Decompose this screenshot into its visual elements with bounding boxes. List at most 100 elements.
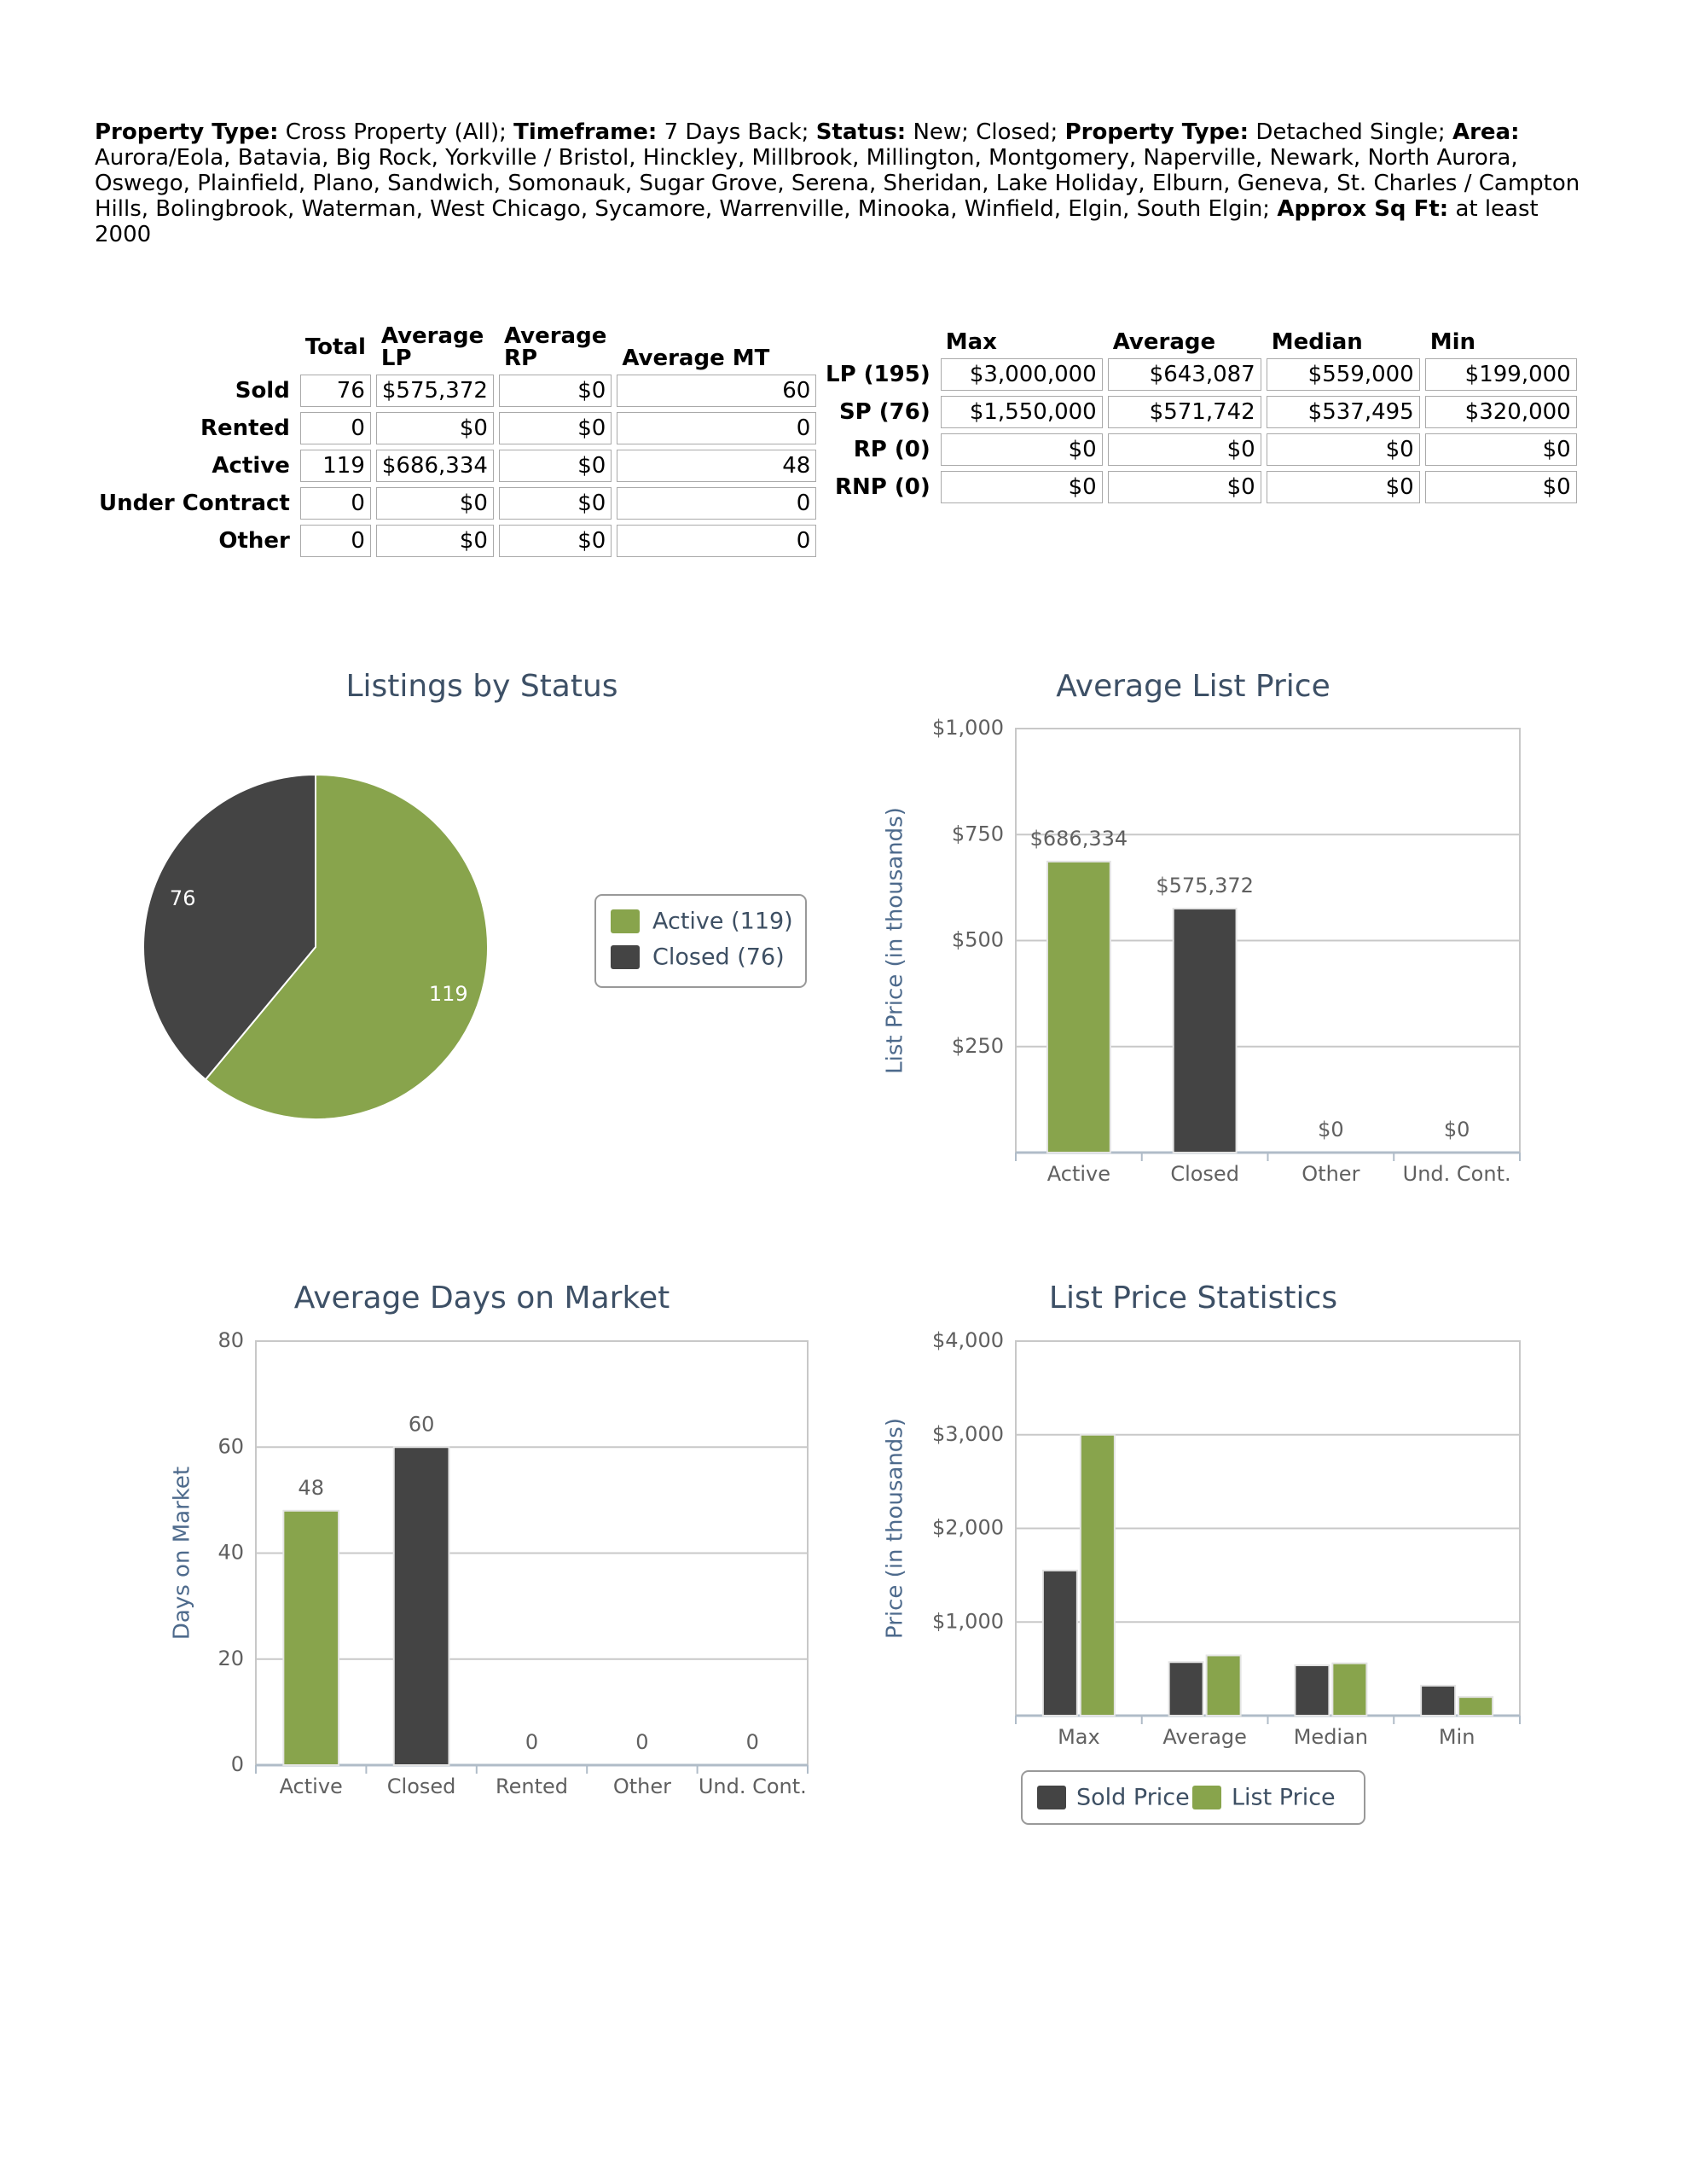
header-row: Max Average Median Min [820,322,1577,353]
data-label: 0 [746,1730,759,1754]
table-cell: 60 [617,375,817,407]
table-row: Rented 0 $0 $0 0 [94,412,817,444]
x-tick-label: Active [280,1774,343,1798]
x-tick-label: Min [1439,1725,1475,1749]
column-header: Min [1429,329,1476,355]
row-label: RNP (0) [834,474,930,500]
criteria-value: Detached Single; [1255,119,1446,145]
x-tick-label: Other [613,1774,671,1798]
column-header: Average RP [503,323,607,371]
y-tick-label: $1,000 [932,1609,1004,1633]
table-row: Other 0 $0 $0 0 [94,525,817,557]
table-cell: 0 [299,487,371,520]
bar [1041,1569,1078,1716]
table-cell: $0 [498,450,612,482]
table-cell: 0 [617,525,817,557]
column-header: Total [304,334,366,360]
chart-title: Average Days on Market [294,1281,670,1316]
criteria-label: Timeframe: [513,119,658,145]
chart-title: Listings by Status [345,669,617,704]
y-tick-label: $500 [952,928,1004,952]
data-label: $575,372 [1156,874,1254,897]
x-tick-label: Active [1047,1162,1110,1186]
legend-swatch [1192,1786,1221,1809]
table-cell: $0 [375,487,494,520]
table-cell: $0 [498,412,612,444]
row-label: Active [212,453,290,479]
table-cell: $571,742 [1107,396,1261,428]
table-cell: $537,495 [1266,396,1420,428]
x-tick-label: Other [1301,1162,1359,1186]
criteria-label: Area: [1452,119,1520,145]
bar [1294,1664,1330,1716]
table-row: Active 119 $686,334 $0 48 [94,450,817,482]
table-cell: $0 [1107,433,1261,466]
x-tick-label: Und. Cont. [1403,1162,1511,1186]
table-cell: $320,000 [1424,396,1577,428]
legend-label: List Price [1232,1785,1336,1811]
y-tick-label: $750 [952,822,1004,845]
column-header: Median [1271,329,1363,355]
table-cell: $575,372 [375,375,494,407]
table-cell: $0 [375,412,494,444]
legend-swatch [1037,1786,1066,1809]
table-cell: $0 [498,487,612,520]
criteria-value: New; Closed; [913,119,1058,145]
table-cell: $1,550,000 [940,396,1103,428]
x-tick-label: Rented [496,1774,568,1798]
y-tick-label: 60 [217,1434,244,1458]
bar [1420,1684,1457,1717]
y-tick-label: 40 [217,1541,244,1565]
table-cell: $3,000,000 [940,358,1103,391]
data-label: 0 [635,1730,648,1754]
x-tick-label: Average [1162,1725,1247,1749]
price-table: Max Average Median Min LP (195) $3,000,000 $64… [815,317,1582,508]
row-label: Other [218,528,290,554]
x-tick-label: Median [1294,1725,1368,1749]
criteria-value: Cross Property (All); [285,119,507,145]
y-tick-label: $2,000 [932,1516,1004,1540]
bar [392,1446,450,1766]
row-label: Under Contract [99,491,290,516]
table-row: RP (0) $0 $0 $0 $0 [820,433,1577,466]
criteria-label: Property Type: [95,119,279,145]
table-cell: 76 [299,375,371,407]
legend-label: Active (119) [652,909,793,935]
table-cell: $0 [498,375,612,407]
y-axis-title: Price (in thousands) [883,1418,908,1639]
table-cell: $0 [1266,433,1420,466]
legend-box [594,894,807,988]
y-tick-label: 0 [231,1752,244,1776]
y-axis-title: Days on Market [170,1467,195,1640]
data-label: 60 [409,1412,435,1436]
criteria-value: Aurora/Eola, Batavia, Big Rock, Yorkvill… [95,145,1580,222]
chart-title: Average List Price [1056,669,1330,704]
bar [1172,908,1238,1154]
table-cell: 48 [617,450,817,482]
table-cell: 0 [299,525,371,557]
criteria-value: 7 Days Back; [664,119,809,145]
column-header: Average [1112,329,1216,355]
y-tick-label: $4,000 [932,1328,1004,1352]
table-row: SP (76) $1,550,000 $571,742 $537,495 $320,00… [820,396,1577,428]
bar [282,1509,340,1767]
row-label: LP (195) [826,362,930,387]
criteria-value: at least 2000 [95,196,1539,247]
criteria-label: Approx Sq Ft: [1277,196,1449,222]
table-cell: $0 [375,525,494,557]
data-label: $0 [1444,1118,1470,1141]
y-tick-label: $1,000 [932,716,1004,740]
search-criteria: Property Type: Cross Property (All); Tim… [95,119,1587,247]
legend-swatch [611,909,640,933]
y-tick-label: $250 [952,1034,1004,1058]
table-cell: $199,000 [1424,358,1577,391]
data-label: 0 [525,1730,538,1754]
legend-label: Sold Price [1076,1785,1190,1811]
bar [1079,1433,1116,1716]
table-row: RNP (0) $0 $0 $0 $0 [820,471,1577,503]
data-label: $686,334 [1030,827,1128,851]
table-row: Under Contract 0 $0 $0 0 [94,487,817,520]
table-cell: 0 [299,412,371,444]
table-cell: $0 [1107,471,1261,503]
